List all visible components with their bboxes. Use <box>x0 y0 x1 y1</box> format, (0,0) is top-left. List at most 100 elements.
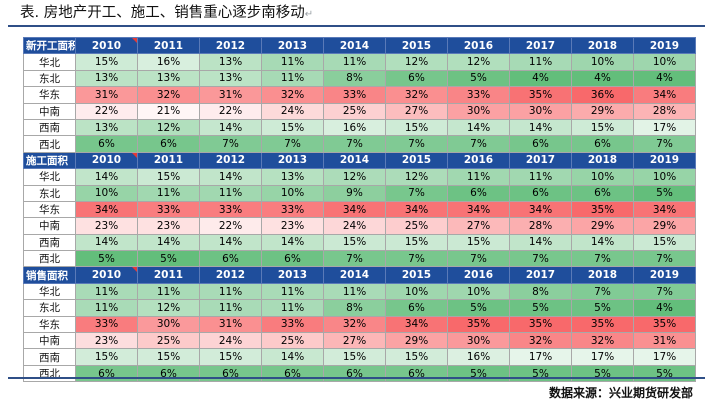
value-cell: 4% <box>633 69 696 88</box>
value-cell: 7% <box>509 250 572 268</box>
value-cell: 32% <box>261 86 324 104</box>
value-cell: 14% <box>571 233 634 252</box>
region-label: 东北 <box>23 184 76 202</box>
value-cell: 10% <box>633 53 696 71</box>
value-cell: 7% <box>385 135 448 153</box>
table-row: 西南 13% 12% 14% 15% 16% 15% 14% 14% 15% 17% <box>23 118 696 137</box>
table-row: 华东 33% 30% 31% 33% 32% 34% 35% 35% 35% 35% <box>23 315 696 334</box>
value-cell: 29% <box>571 102 634 120</box>
region-label: 中南 <box>23 102 76 120</box>
value-cell: 7% <box>633 135 696 153</box>
value-cell: 23% <box>75 217 138 235</box>
value-cell: 32% <box>137 86 200 104</box>
value-cell: 12% <box>323 168 386 186</box>
value-cell: 5% <box>571 364 634 383</box>
value-cell: 30% <box>509 102 572 120</box>
value-cell: 4% <box>633 299 696 317</box>
value-cell: 13% <box>261 168 324 186</box>
region-label: 西北 <box>23 250 76 268</box>
value-cell: 14% <box>75 168 138 186</box>
value-cell: 31% <box>633 332 696 350</box>
year-header: 2019 <box>633 266 696 284</box>
value-cell: 14% <box>509 118 572 137</box>
value-cell: 32% <box>385 86 448 104</box>
value-cell: 14% <box>199 168 262 186</box>
value-cell: 14% <box>447 118 510 137</box>
year-header: 2014 <box>323 36 386 55</box>
value-cell: 15% <box>571 118 634 137</box>
value-cell: 11% <box>199 299 262 317</box>
year-header: 2010 <box>75 36 138 55</box>
value-cell: 35% <box>633 315 696 334</box>
region-label: 西北 <box>23 135 76 153</box>
value-cell: 6% <box>199 364 262 383</box>
year-header: 2013 <box>261 266 324 284</box>
value-cell: 15% <box>385 118 448 137</box>
value-cell: 5% <box>509 364 572 383</box>
value-cell: 7% <box>571 282 634 301</box>
region-label: 西北 <box>23 364 76 383</box>
value-cell: 7% <box>633 250 696 268</box>
year-header: 2017 <box>509 266 572 284</box>
value-cell: 24% <box>323 217 386 235</box>
year-header: 2013 <box>261 151 324 170</box>
value-cell: 14% <box>75 233 138 252</box>
region-label: 华东 <box>23 315 76 334</box>
region-label: 西南 <box>23 118 76 137</box>
table-row: 西北 5% 5% 6% 6% 7% 7% 7% 7% 7% 7% <box>23 250 696 268</box>
value-cell: 12% <box>137 118 200 137</box>
value-cell: 34% <box>385 315 448 334</box>
value-cell: 16% <box>323 118 386 137</box>
region-label: 中南 <box>23 332 76 350</box>
value-cell: 5% <box>75 250 138 268</box>
value-cell: 32% <box>571 332 634 350</box>
value-cell: 35% <box>571 200 634 219</box>
year-header: 2010 <box>75 266 138 284</box>
value-cell: 15% <box>75 53 138 71</box>
value-cell: 34% <box>385 200 448 219</box>
value-cell: 4% <box>509 69 572 88</box>
value-cell: 35% <box>447 315 510 334</box>
value-cell: 28% <box>509 217 572 235</box>
value-cell: 7% <box>385 184 448 202</box>
region-label: 华北 <box>23 168 76 186</box>
value-cell: 12% <box>385 53 448 71</box>
value-cell: 34% <box>323 200 386 219</box>
value-cell: 5% <box>137 250 200 268</box>
value-cell: 15% <box>323 348 386 366</box>
value-cell: 13% <box>199 69 262 88</box>
value-cell: 25% <box>323 102 386 120</box>
value-cell: 33% <box>75 315 138 334</box>
year-header: 2012 <box>199 36 262 55</box>
value-cell: 6% <box>137 364 200 383</box>
value-cell: 11% <box>137 282 200 301</box>
value-cell: 36% <box>571 86 634 104</box>
table-row: 西南 15% 15% 15% 14% 15% 15% 16% 17% 17% 17% <box>23 348 696 366</box>
value-cell: 5% <box>447 364 510 383</box>
value-cell: 7% <box>385 250 448 268</box>
value-cell: 6% <box>385 299 448 317</box>
value-cell: 35% <box>571 315 634 334</box>
year-header: 2018 <box>571 266 634 284</box>
table-row: 华东 31% 32% 31% 32% 33% 32% 33% 35% 36% 34% <box>23 86 696 104</box>
value-cell: 33% <box>261 315 324 334</box>
value-cell: 7% <box>199 135 262 153</box>
region-label: 中南 <box>23 217 76 235</box>
value-cell: 30% <box>447 332 510 350</box>
value-cell: 25% <box>261 332 324 350</box>
value-cell: 16% <box>137 53 200 71</box>
value-cell: 6% <box>447 184 510 202</box>
value-cell: 5% <box>509 299 572 317</box>
year-header: 2011 <box>137 36 200 55</box>
table-row: 西南 14% 14% 14% 14% 15% 15% 15% 14% 14% 15% <box>23 233 696 252</box>
value-cell: 24% <box>261 102 324 120</box>
value-cell: 14% <box>509 233 572 252</box>
value-cell: 13% <box>199 53 262 71</box>
value-cell: 34% <box>447 200 510 219</box>
table-row: 中南 23% 25% 24% 25% 27% 29% 30% 32% 32% 31% <box>23 332 696 350</box>
value-cell: 23% <box>75 332 138 350</box>
value-cell: 35% <box>509 86 572 104</box>
table-row: 华北 11% 11% 11% 11% 11% 10% 10% 8% 7% 7% <box>23 282 696 301</box>
year-header: 2017 <box>509 36 572 55</box>
value-cell: 15% <box>137 348 200 366</box>
